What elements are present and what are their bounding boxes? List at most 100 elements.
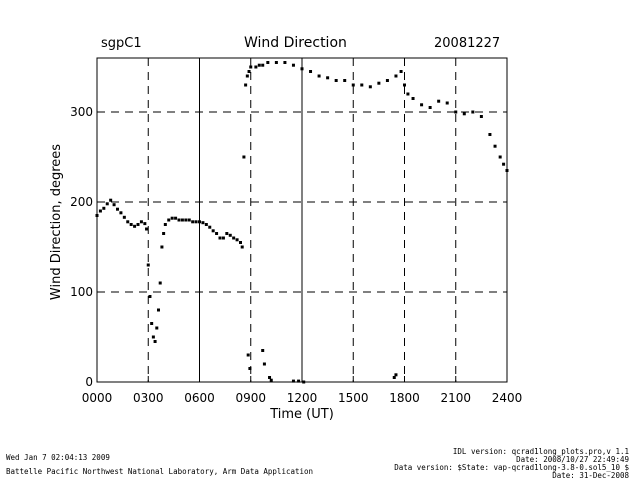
data-point bbox=[266, 61, 270, 64]
chart-title: Wind Direction bbox=[244, 35, 347, 51]
data-point bbox=[150, 322, 154, 325]
data-point bbox=[245, 74, 249, 78]
data-point bbox=[162, 232, 166, 235]
data-point bbox=[437, 99, 441, 103]
x-axis-label: Time (UT) bbox=[269, 407, 334, 422]
data-point bbox=[479, 115, 483, 118]
y-axis-label: Wind Direction, degrees bbox=[49, 144, 64, 300]
data-point bbox=[239, 241, 242, 244]
data-point bbox=[167, 218, 171, 222]
y-tick-label: 200 bbox=[70, 195, 93, 209]
data-point bbox=[116, 207, 119, 211]
x-tick-label: 2100 bbox=[440, 391, 471, 405]
data-point bbox=[155, 326, 159, 330]
data-point bbox=[269, 378, 273, 382]
data-point bbox=[462, 112, 466, 116]
data-point bbox=[392, 376, 396, 379]
data-point bbox=[300, 67, 304, 71]
data-point bbox=[163, 223, 167, 226]
data-point bbox=[502, 162, 506, 166]
data-point bbox=[119, 211, 123, 215]
data-point bbox=[334, 79, 338, 82]
data-point bbox=[235, 238, 239, 242]
data-point bbox=[399, 70, 403, 73]
site-label: sgpC1 bbox=[101, 36, 142, 51]
data-point bbox=[187, 218, 191, 222]
data-point bbox=[146, 263, 150, 267]
data-point bbox=[394, 74, 398, 78]
data-point bbox=[283, 61, 287, 64]
x-tick-label: 0000 bbox=[82, 391, 113, 405]
data-point bbox=[249, 65, 253, 69]
footer-data-version: Data version: $State: vap-qcrad1long-3.8… bbox=[394, 463, 629, 472]
grid-lines bbox=[97, 58, 507, 382]
data-point bbox=[139, 220, 143, 224]
x-tick-label: 0300 bbox=[133, 391, 164, 405]
data-point bbox=[102, 206, 106, 210]
data-point bbox=[180, 218, 184, 222]
data-point bbox=[262, 362, 266, 366]
data-point bbox=[261, 63, 265, 67]
data-point bbox=[232, 236, 236, 240]
data-point bbox=[198, 220, 201, 224]
data-point bbox=[385, 79, 389, 82]
footer-idl-date: Date: 2008/10/27 22:49:49 bbox=[516, 455, 629, 464]
x-tick-label: 1800 bbox=[389, 391, 420, 405]
y-tick-label: 300 bbox=[70, 105, 93, 119]
y-ticks: 0 100 200 300 bbox=[70, 105, 103, 389]
x-ticks: 0000 0300 0600 0900 1200 1500 1800 2100 2400 bbox=[82, 376, 523, 405]
data-point bbox=[488, 133, 492, 136]
data-point bbox=[211, 229, 215, 233]
footer-organization: Battelle Pacific Northwest National Labo… bbox=[6, 467, 314, 476]
data-point bbox=[129, 223, 133, 226]
data-point bbox=[225, 232, 229, 235]
data-point bbox=[428, 106, 432, 109]
data-point bbox=[268, 376, 272, 379]
data-point bbox=[403, 83, 406, 87]
data-point bbox=[208, 225, 212, 229]
data-point bbox=[145, 227, 149, 231]
data-point bbox=[394, 373, 398, 377]
data-point bbox=[360, 83, 364, 87]
data-point bbox=[109, 198, 113, 202]
footer-data-date: Date: 31-Dec-2008 bbox=[552, 471, 629, 480]
data-point bbox=[244, 83, 248, 87]
data-point bbox=[493, 144, 497, 148]
data-point bbox=[105, 202, 109, 206]
data-point bbox=[274, 61, 278, 64]
data-point bbox=[445, 101, 449, 105]
x-tick-label: 0600 bbox=[184, 391, 215, 405]
data-point bbox=[411, 97, 415, 100]
x-tick-label: 1200 bbox=[287, 391, 318, 405]
data-point bbox=[160, 245, 164, 249]
data-point bbox=[420, 103, 424, 107]
data-point bbox=[215, 232, 219, 235]
data-point bbox=[247, 70, 251, 73]
data-point bbox=[471, 110, 475, 114]
date-label: 20081227 bbox=[434, 36, 501, 51]
data-point bbox=[368, 85, 372, 89]
data-point bbox=[157, 308, 160, 312]
data-point bbox=[261, 349, 265, 352]
data-point bbox=[204, 223, 208, 226]
data-point bbox=[228, 233, 232, 237]
data-point bbox=[218, 236, 222, 240]
data-point bbox=[498, 155, 502, 159]
data-point bbox=[291, 379, 295, 383]
data-point bbox=[158, 281, 162, 285]
data-point bbox=[242, 155, 246, 159]
data-points bbox=[95, 61, 509, 384]
data-point bbox=[136, 223, 140, 226]
data-point bbox=[143, 222, 147, 226]
y-tick-label: 0 bbox=[85, 375, 93, 389]
x-tick-label: 2400 bbox=[492, 391, 523, 405]
data-point bbox=[122, 215, 126, 219]
data-point bbox=[351, 83, 355, 87]
data-point bbox=[184, 218, 188, 222]
data-point bbox=[194, 220, 198, 224]
data-point bbox=[317, 74, 321, 78]
data-point bbox=[177, 218, 181, 222]
data-point bbox=[201, 221, 205, 225]
x-tick-label: 1500 bbox=[338, 391, 369, 405]
